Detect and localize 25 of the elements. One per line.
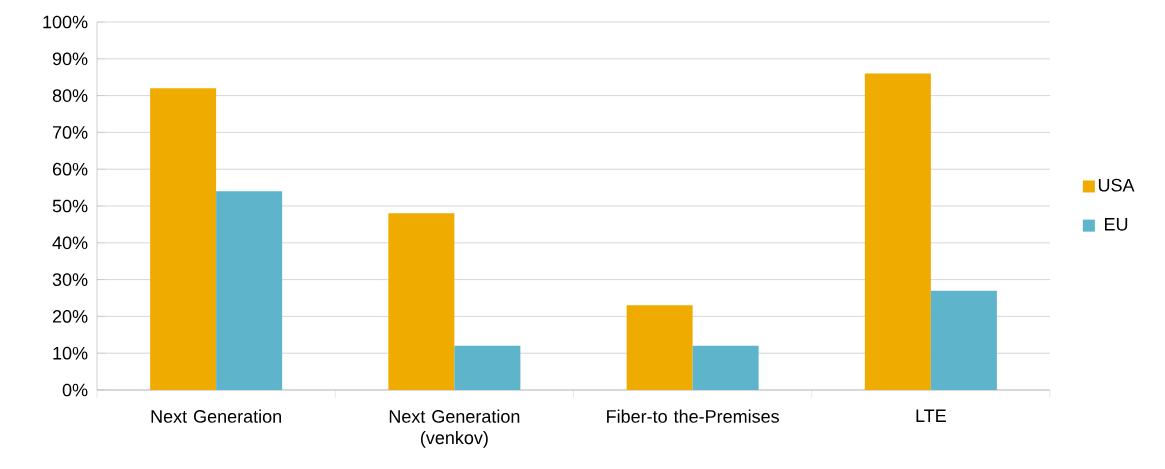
bar [454, 345, 521, 390]
x-tick-label: Next Generation [151, 409, 281, 423]
y-tick-label: 70% [52, 126, 88, 139]
y-tick-label: 0% [62, 383, 88, 397]
x-tick-label: Fiber-to the-Premises [607, 409, 779, 423]
y-tick-label: 50% [52, 199, 88, 213]
y-tick-label: 10% [53, 346, 88, 360]
bar [930, 290, 997, 390]
bar [150, 88, 217, 390]
legend-label: EU [1105, 218, 1128, 231]
bar [388, 213, 455, 390]
bar [626, 305, 693, 390]
legend-label: USA [1098, 178, 1135, 192]
y-tick-label: 40% [52, 236, 88, 250]
y-tick-label: 90% [52, 52, 88, 66]
bar [692, 345, 759, 390]
y-tick-label: 30% [52, 273, 88, 286]
y-tick-label: 80% [52, 89, 88, 102]
y-tick-label: 20% [52, 310, 88, 323]
x-tick-label: LTE [916, 409, 946, 422]
y-tick-label: 60% [52, 162, 88, 176]
x-tick-label: Next Generation (venkov) [389, 409, 520, 448]
y-tick-label: 100% [43, 15, 88, 29]
bar [864, 73, 931, 390]
bar [216, 191, 283, 390]
